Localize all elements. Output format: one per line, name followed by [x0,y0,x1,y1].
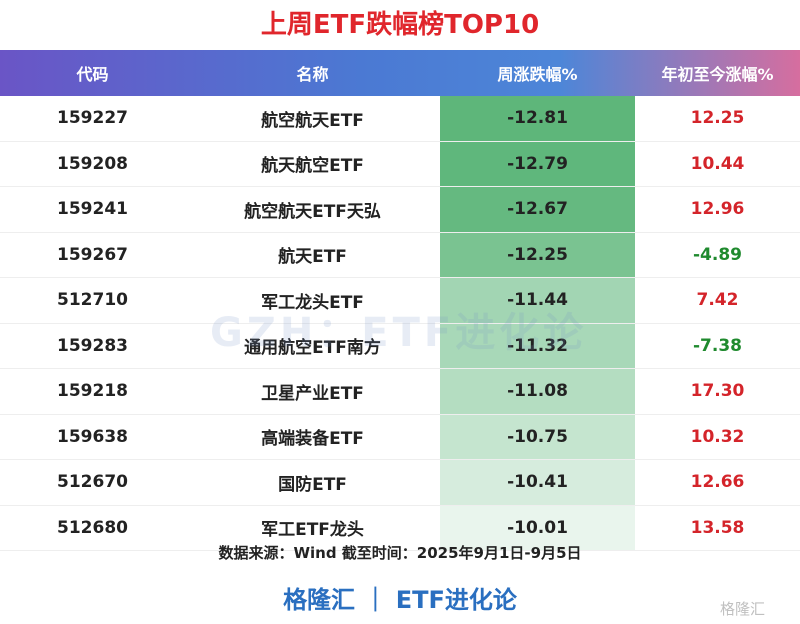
cell-text: -11.08 [507,381,568,402]
heat-bg [440,141,635,186]
heat-bg [440,278,635,323]
cell: 159218 [57,381,128,402]
cell: 国防ETF [278,474,347,495]
cell: 159267 [57,244,128,265]
heat-bg [440,187,635,232]
cell: 159283 [57,335,128,356]
table-row: 159638 高端装备ETF -10.75 10.32 [0,414,800,460]
cell-text: -11.44 [507,290,568,311]
header-row: 代码 名称 周涨跌幅% 年初至今涨幅% [0,50,800,96]
cell: 512680 [57,517,128,538]
heat-bg [440,460,635,505]
cell: 军工龙头ETF [261,292,364,313]
cell: 军工ETF龙头 [261,520,364,541]
cell: 通用航空ETF南方 [244,338,381,359]
title: 上周ETF跌幅榜TOP10 [260,10,540,40]
table: 代码 名称 周涨跌幅% 年初至今涨幅% 159227 航空航天ETF -12.81 12.25… [0,50,800,551]
weekly-cell: -10.41 [440,460,635,505]
cell: 7.42 [696,290,739,311]
cell-text: -12.25 [507,244,568,265]
cell: -4.89 [693,244,742,265]
cell: 航空航天ETF天弘 [244,201,381,222]
cell-text: -10.01 [507,517,568,538]
logo: 格隆汇 [720,600,766,618]
cell-text: -12.67 [507,199,568,220]
weekly-cell: -12.81 [440,96,635,141]
table-row: 159227 航空航天ETF -12.81 12.25 [0,96,800,142]
cell: 高端装备ETF [261,429,364,450]
weekly-cell: -10.01 [440,505,635,550]
heat-bg [440,232,635,277]
header-cell: 周涨跌幅% [497,65,578,84]
cell: 512670 [57,472,128,493]
cell: 卫星产业ETF [261,383,364,404]
cell: 159227 [57,108,128,129]
table-row: 159218 卫星产业ETF -11.08 17.30 [0,369,800,415]
heat-bg [440,369,635,414]
cell: 159208 [57,153,128,174]
cell: 17.30 [690,381,745,402]
watermark: GZH：ETF进化论 [210,310,588,356]
cell: 航空航天ETF [261,110,364,131]
cell-text: -10.75 [507,426,568,447]
cell-text: -12.81 [507,108,568,129]
heat-bg [440,323,635,368]
weekly-cell: -12.67 [440,187,635,232]
cell: -7.38 [693,335,742,356]
heat-bg [440,96,635,141]
heat-bg [440,414,635,459]
cell: 航天航空ETF [261,156,364,177]
weekly-cell: -10.75 [440,414,635,459]
cell: 12.25 [690,108,745,129]
cell: 10.32 [690,426,745,447]
header-cell: 年初至今涨幅% [661,65,774,84]
table-row: 512680 军工ETF龙头 -10.01 13.58 [0,505,800,551]
brand: 格隆汇 ｜ ETF进化论 [283,586,517,614]
table-row: 512710 军工龙头ETF -11.44 7.42 [0,278,800,324]
cell-text: -10.41 [507,472,568,493]
weekly-cell: -12.25 [440,232,635,277]
cell-text: -11.32 [507,335,568,356]
cell: 12.96 [690,199,745,220]
header-cell: 代码 [76,65,109,84]
table-row: 159283 通用航空ETF南方 -11.32 -7.38 [0,323,800,369]
weekly-cell: -12.79 [440,141,635,186]
cell: 13.58 [690,517,745,538]
cell: 12.66 [690,472,745,493]
table-row: 512670 国防ETF -10.41 12.66 [0,460,800,506]
cell: 航天ETF [278,247,347,268]
weekly-cell: -11.32 [440,323,635,368]
table-row: 159241 航空航天ETF天弘 -12.67 12.96 [0,187,800,233]
table-row: 159208 航天航空ETF -12.79 10.44 [0,141,800,187]
weekly-cell: -11.08 [440,369,635,414]
cell-text: -12.79 [507,153,568,174]
cell: 159241 [57,199,128,220]
cell: 10.44 [690,153,745,174]
header-cell: 名称 [296,65,329,84]
cell: 159638 [57,426,128,447]
heat-bg [440,505,635,550]
source: 数据来源：Wind 截至时间：2025年9月1日-9月5日 [218,544,582,562]
table-row: 159267 航天ETF -12.25 -4.89 [0,232,800,278]
weekly-cell: -11.44 [440,278,635,323]
cell: 512710 [57,290,128,311]
